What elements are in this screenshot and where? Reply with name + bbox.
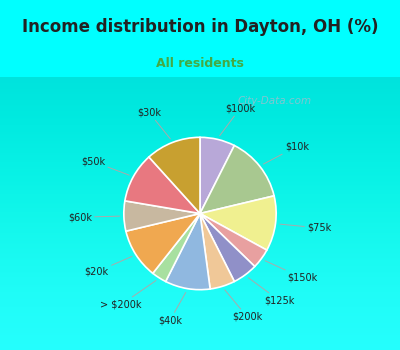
- Text: $75k: $75k: [280, 223, 332, 233]
- Text: All residents: All residents: [156, 57, 244, 70]
- Wedge shape: [126, 214, 200, 273]
- Text: $10k: $10k: [264, 141, 309, 164]
- Wedge shape: [200, 146, 274, 214]
- Wedge shape: [200, 196, 276, 250]
- Wedge shape: [125, 157, 200, 214]
- Text: $20k: $20k: [85, 257, 132, 277]
- Wedge shape: [200, 214, 255, 281]
- Wedge shape: [200, 137, 234, 214]
- Text: $125k: $125k: [248, 278, 294, 306]
- Wedge shape: [200, 214, 234, 289]
- Wedge shape: [200, 214, 267, 266]
- Text: Income distribution in Dayton, OH (%): Income distribution in Dayton, OH (%): [22, 18, 378, 36]
- Text: $50k: $50k: [81, 156, 129, 175]
- Text: $100k: $100k: [220, 103, 255, 136]
- Text: $40k: $40k: [158, 293, 186, 325]
- Wedge shape: [124, 201, 200, 231]
- Text: $150k: $150k: [265, 261, 317, 283]
- Text: $200k: $200k: [225, 290, 262, 322]
- Wedge shape: [149, 137, 200, 214]
- Wedge shape: [166, 214, 210, 290]
- Text: City-Data.com: City-Data.com: [238, 96, 312, 106]
- Text: > $200k: > $200k: [100, 281, 156, 310]
- Wedge shape: [153, 214, 200, 281]
- Text: $60k: $60k: [68, 212, 120, 222]
- Text: $30k: $30k: [137, 107, 170, 139]
